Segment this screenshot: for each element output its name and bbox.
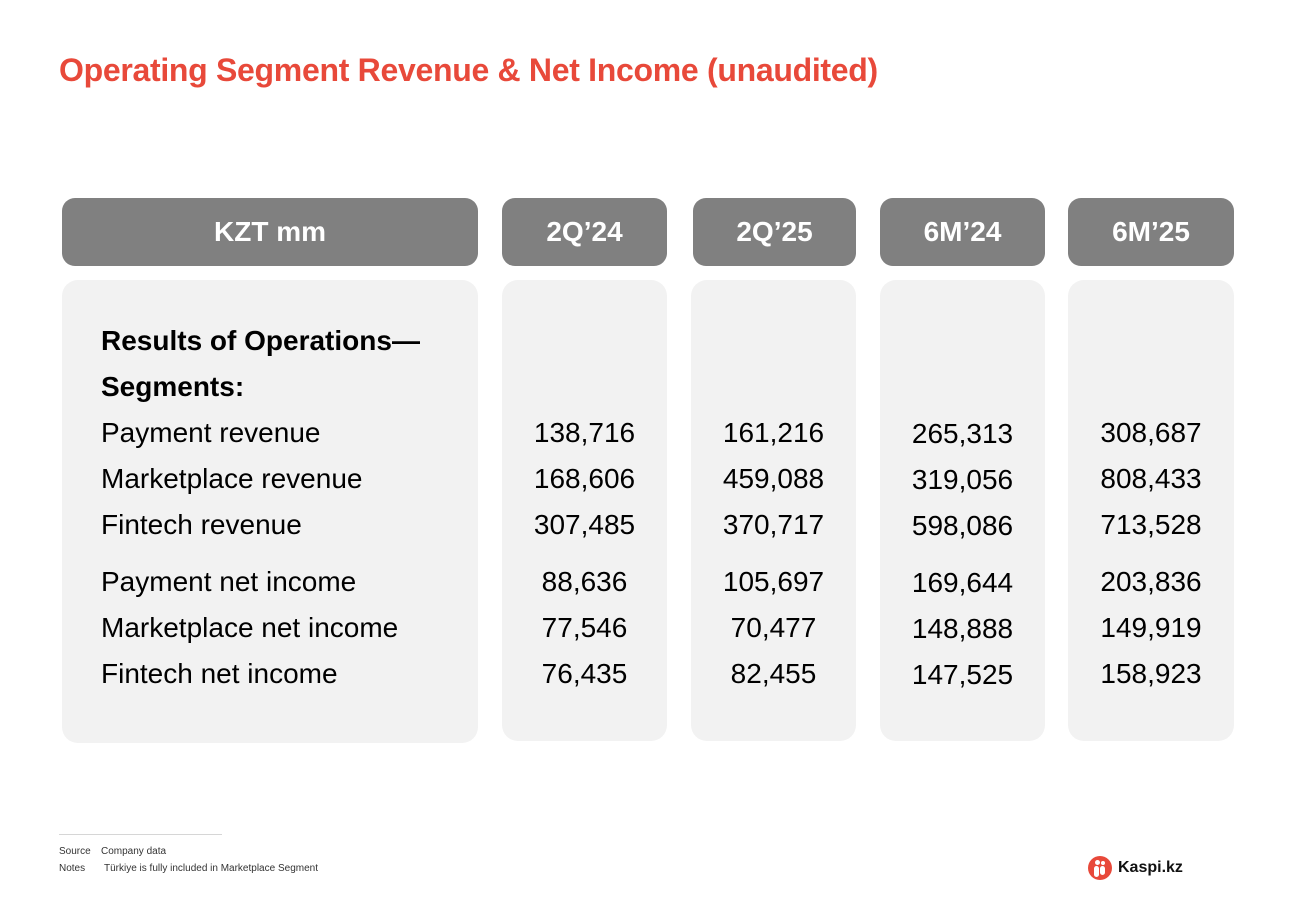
cell-payment-revenue-6m25: 308,687 — [1100, 417, 1202, 448]
cell-fintech-net-income-2q24: 76,435 — [541, 658, 628, 689]
kaspi-logo-text: Kaspi.kz — [1118, 859, 1183, 876]
cell-fintech-net-income-6m25: 158,923 — [1100, 658, 1202, 689]
label-column-panel — [62, 280, 478, 743]
row-label-payment-net-income: Payment net income — [101, 566, 357, 597]
footer-source-label: Source — [59, 846, 91, 857]
column-header-6m24: 6M’24 — [880, 198, 1045, 266]
value-column-panel-2q25 — [691, 280, 856, 741]
cell-fintech-revenue-2q24: 307,485 — [533, 509, 636, 540]
column-header-6m25: 6M’25 — [1068, 198, 1234, 266]
kaspi-logo: Kaspi.kz — [1088, 856, 1183, 880]
cell-fintech-revenue-6m25: 713,528 — [1100, 509, 1202, 540]
footer-notes-text: Türkiye is fully included in Marketplace… — [104, 863, 318, 874]
cell-marketplace-net-income-6m25: 149,919 — [1100, 612, 1202, 643]
section-heading-line-2: Segments: — [101, 371, 245, 402]
cell-marketplace-net-income-2q24: 77,546 — [541, 612, 628, 643]
column-header-2q24: 2Q’24 — [502, 198, 667, 266]
page-title: Operating Segment Revenue & Net Income (… — [59, 52, 878, 88]
cell-marketplace-revenue-2q25: 459,088 — [722, 463, 825, 494]
row-label-payment-revenue: Payment revenue — [101, 417, 321, 448]
value-column-panel-6m24 — [880, 280, 1045, 741]
footer-divider — [59, 834, 222, 835]
row-label-fintech-revenue: Fintech revenue — [101, 509, 302, 540]
cell-fintech-net-income-2q25: 82,455 — [730, 658, 817, 689]
cell-payment-net-income-2q24: 88,636 — [541, 566, 628, 597]
cell-fintech-revenue-2q25: 370,717 — [722, 509, 825, 540]
section-heading-line-1: Results of Operations— — [101, 325, 420, 356]
row-label-fintech-net-income: Fintech net income — [101, 658, 338, 689]
cell-fintech-revenue-6m24: 598,086 — [911, 510, 1014, 541]
cell-payment-revenue-2q25: 161,216 — [722, 417, 825, 448]
kaspi-logo-icon — [1088, 856, 1112, 880]
cell-marketplace-revenue-2q24: 168,606 — [533, 463, 636, 494]
cell-payment-net-income-6m24: 169,644 — [911, 567, 1014, 598]
cell-marketplace-net-income-2q25: 70,477 — [730, 612, 817, 643]
value-column-panel-6m25 — [1068, 280, 1234, 741]
cell-payment-net-income-6m25: 203,836 — [1100, 566, 1202, 597]
cell-marketplace-revenue-6m24: 319,056 — [911, 464, 1014, 495]
cell-payment-net-income-2q25: 105,697 — [722, 566, 825, 597]
row-label-marketplace-revenue: Marketplace revenue — [101, 463, 363, 494]
value-column-panel-2q24 — [502, 280, 667, 741]
cell-marketplace-net-income-6m24: 148,888 — [911, 613, 1014, 644]
column-header-2q25: 2Q’25 — [693, 198, 856, 266]
cell-marketplace-revenue-6m25: 808,433 — [1100, 463, 1202, 494]
cell-payment-revenue-2q24: 138,716 — [533, 417, 636, 448]
column-header-unit: KZT mm — [62, 198, 478, 266]
cell-payment-revenue-6m24: 265,313 — [911, 418, 1014, 449]
footer-source-text: Company data — [101, 846, 167, 857]
cell-fintech-net-income-6m24: 147,525 — [911, 659, 1014, 690]
footer-notes-label: Notes — [59, 863, 86, 874]
row-label-marketplace-net-income: Marketplace net income — [101, 612, 399, 643]
